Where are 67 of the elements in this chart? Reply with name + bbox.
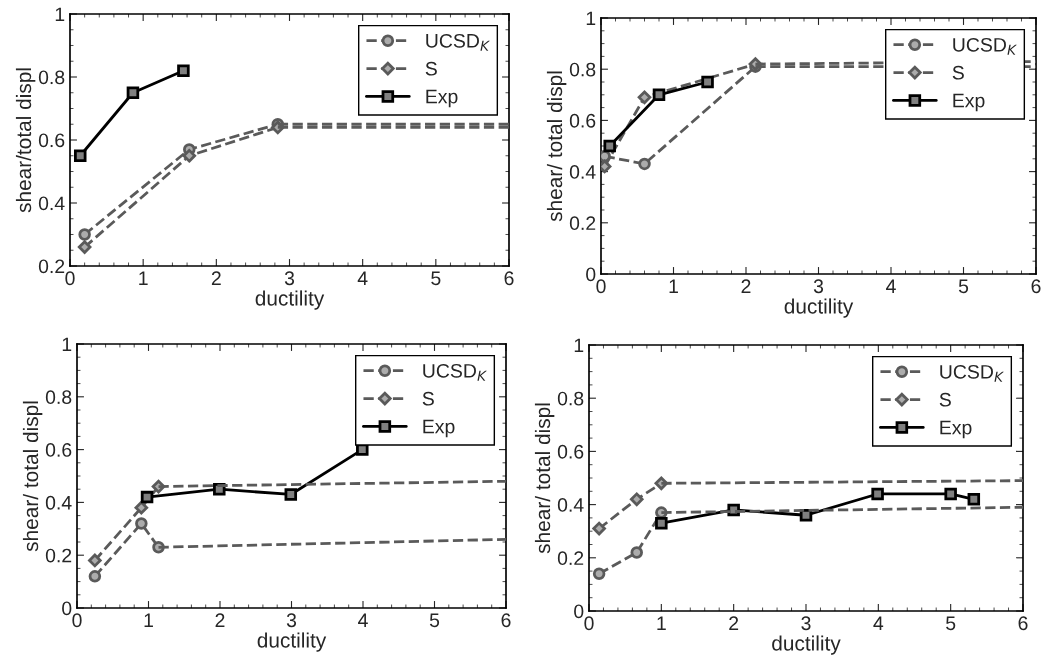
x-axis-title: ductility [255,290,325,310]
y-tick-label: 0.6 [569,113,596,128]
y-tick-label: 0.6 [38,133,65,148]
y-tick-label: 0.2 [569,216,596,231]
x-tick-label: 4 [358,613,368,627]
x-axis-title: ductility [784,298,854,318]
y-tick-label: 0.8 [557,391,584,406]
legend-label: S [422,391,434,406]
y-axis-title: shear/total displ [15,68,36,213]
x-axis-title: ductility [257,632,327,652]
x-tick-label: 5 [946,616,956,631]
legend-label: Exp [426,89,458,108]
x-axis-title: ductility [772,635,841,655]
x-tick-label: 1 [669,279,678,293]
x-tick-label: 2 [741,279,751,293]
y-axis-title: shear/ total displ [534,403,555,554]
y-tick-label: 1 [55,7,65,22]
y-tick-label: 0.8 [38,70,65,85]
y-axis-title: shear/ total displ [546,71,567,222]
x-tick-label: 3 [284,271,295,286]
legend-label: UCSD$_{K}$ [426,33,490,51]
x-tick-label: 5 [431,271,441,286]
legend-label: Exp [940,420,972,439]
x-tick-label: 4 [886,279,896,293]
x-tick-label: 2 [729,616,739,630]
legend-label: UCSD$_{K}$ [940,364,1004,382]
x-tick-label: 6 [504,271,514,286]
x-tick-label: 2 [215,613,225,627]
x-tick-label: 5 [958,279,969,294]
legend-label: Exp [953,93,985,112]
y-tick-label: 0.8 [45,390,72,405]
legend-label: S [939,392,951,407]
y-tick-label: 1 [62,337,72,352]
x-tick-label: 1 [657,616,666,630]
x-tick-label: 1 [139,271,148,285]
x-tick-label: 3 [286,613,297,628]
x-tick-label: 6 [1018,616,1028,631]
y-tick-label: 0 [62,601,72,616]
x-tick-label: 3 [801,616,811,631]
legend-label: S [952,65,964,80]
x-tick-label: 0 [596,279,606,294]
x-tick-label: 0 [72,613,82,628]
x-tick-label: 4 [873,616,884,630]
y-tick-label: 0.4 [38,196,65,211]
y-tick-label: 1 [574,338,584,353]
y-tick-label: 0.2 [38,259,65,274]
x-tick-label: 3 [813,279,824,294]
y-tick-label: 0.6 [557,444,584,459]
x-tick-label: 6 [501,613,511,628]
x-tick-label: 4 [357,271,368,285]
y-axis-title: shear/ total displ [22,401,43,552]
legend-label: S [425,61,437,76]
y-tick-label: 1 [586,11,596,26]
legend-label: Exp [423,419,455,438]
x-tick-label: 5 [429,613,440,628]
x-tick-label: 2 [211,271,221,285]
x-tick-label: 1 [144,613,153,627]
y-tick-label: 0.2 [557,551,584,566]
y-tick-label: 0.2 [45,548,72,563]
y-tick-label: 0.6 [45,443,72,457]
legend-label: UCSD$_{K}$ [953,37,1017,55]
y-tick-label: 0.4 [557,498,584,512]
y-tick-label: 0.4 [45,495,72,510]
legend-label: UCSD$_{K}$ [423,363,487,381]
y-tick-label: 0.4 [569,165,596,179]
x-tick-label: 6 [1031,279,1041,294]
y-tick-label: 0.8 [569,62,596,77]
